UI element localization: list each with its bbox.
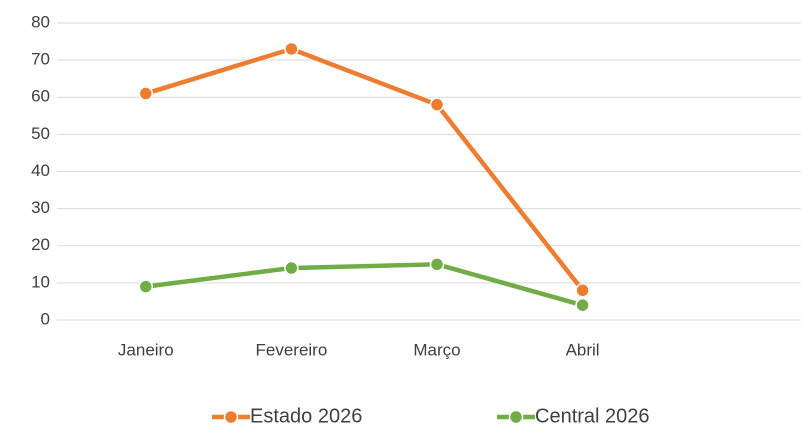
y-tick-label: 50	[31, 124, 50, 143]
data-point	[138, 86, 154, 101]
y-tick-label: 30	[31, 198, 50, 217]
data-point	[429, 257, 445, 272]
x-tick-label: Janeiro	[118, 340, 174, 359]
y-tick-label: 20	[31, 235, 50, 254]
legend-marker	[508, 409, 524, 425]
data-point	[575, 297, 590, 313]
y-tick-label: 40	[31, 161, 50, 180]
data-point	[284, 260, 299, 276]
y-tick-label: 0	[41, 309, 50, 328]
x-tick-label: Abril	[566, 340, 600, 359]
series-line	[143, 46, 585, 293]
x-tick-label: Fevereiro	[255, 340, 327, 359]
data-point	[575, 283, 590, 298]
x-tick-label: Março	[413, 340, 460, 359]
y-tick-label: 70	[31, 50, 50, 69]
legend-label: Central 2026	[535, 405, 650, 427]
y-tick-label: 80	[31, 12, 50, 31]
data-point	[284, 41, 299, 57]
legend-marker	[223, 409, 239, 425]
series-line	[143, 262, 585, 308]
data-point	[138, 279, 154, 294]
legend-label: Estado 2026	[250, 405, 362, 427]
y-tick-label: 10	[31, 272, 50, 291]
y-tick-label: 60	[31, 87, 50, 106]
data-point	[429, 97, 445, 112]
